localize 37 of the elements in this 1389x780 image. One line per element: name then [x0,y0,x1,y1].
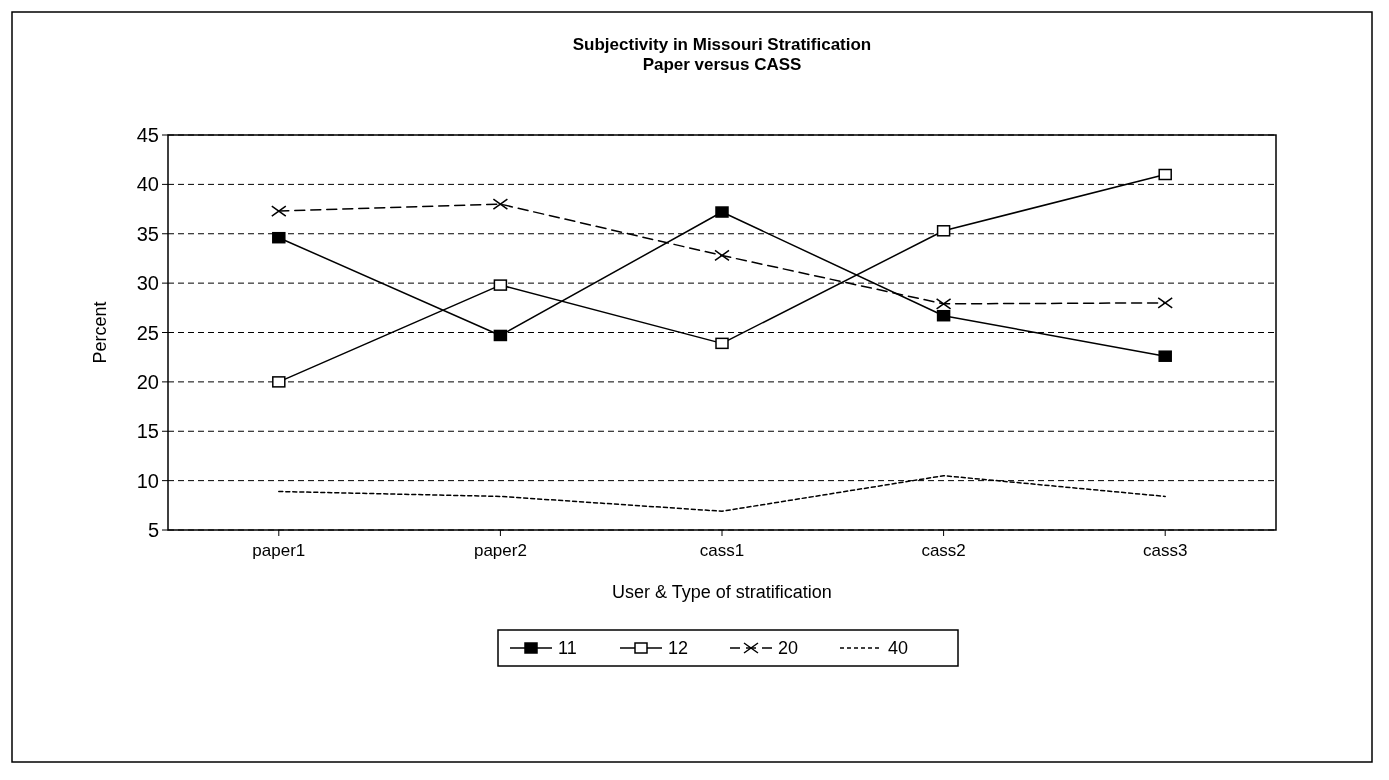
point [493,329,508,342]
point [272,376,286,388]
y-tick-label: 20 [136,370,159,393]
chart-subtitle: Paper versus CASS [642,55,802,74]
x-tick-label: paper1 [252,541,306,560]
point [1158,168,1172,181]
y-tick-label: 10 [136,469,159,492]
y-tick-label: 5 [147,519,159,541]
point [1157,297,1173,309]
x-tick-label: cass2 [921,541,966,560]
point [715,206,729,218]
x-tick-label: cass1 [699,541,745,560]
point [936,225,951,237]
chart-title: Subjectivity in Missouri Stratification [572,35,872,54]
legend-label: 40 [888,638,909,659]
point [493,279,508,291]
x-axis-title: User & Type of stratification [612,582,832,602]
legend-label: 12 [668,638,689,659]
y-axis-title: Percent [90,301,110,364]
legend-label: 20 [778,638,799,659]
x-tick-label: paper2 [473,541,527,560]
y-tick-label: 25 [136,321,159,344]
point [271,205,287,217]
y-tick-label: 30 [136,272,159,295]
point [1158,350,1172,362]
y-tick-label: 45 [136,124,159,146]
point [935,298,952,310]
y-tick-label: 40 [136,173,159,196]
x-tick-label: cass3 [1142,541,1188,560]
y-tick-label: 35 [136,222,159,245]
point [936,309,951,322]
legend-label: 11 [558,638,577,659]
y-tick-label: 15 [136,420,159,443]
point [272,231,286,244]
point [715,337,729,350]
point [492,198,509,210]
point [714,249,730,262]
